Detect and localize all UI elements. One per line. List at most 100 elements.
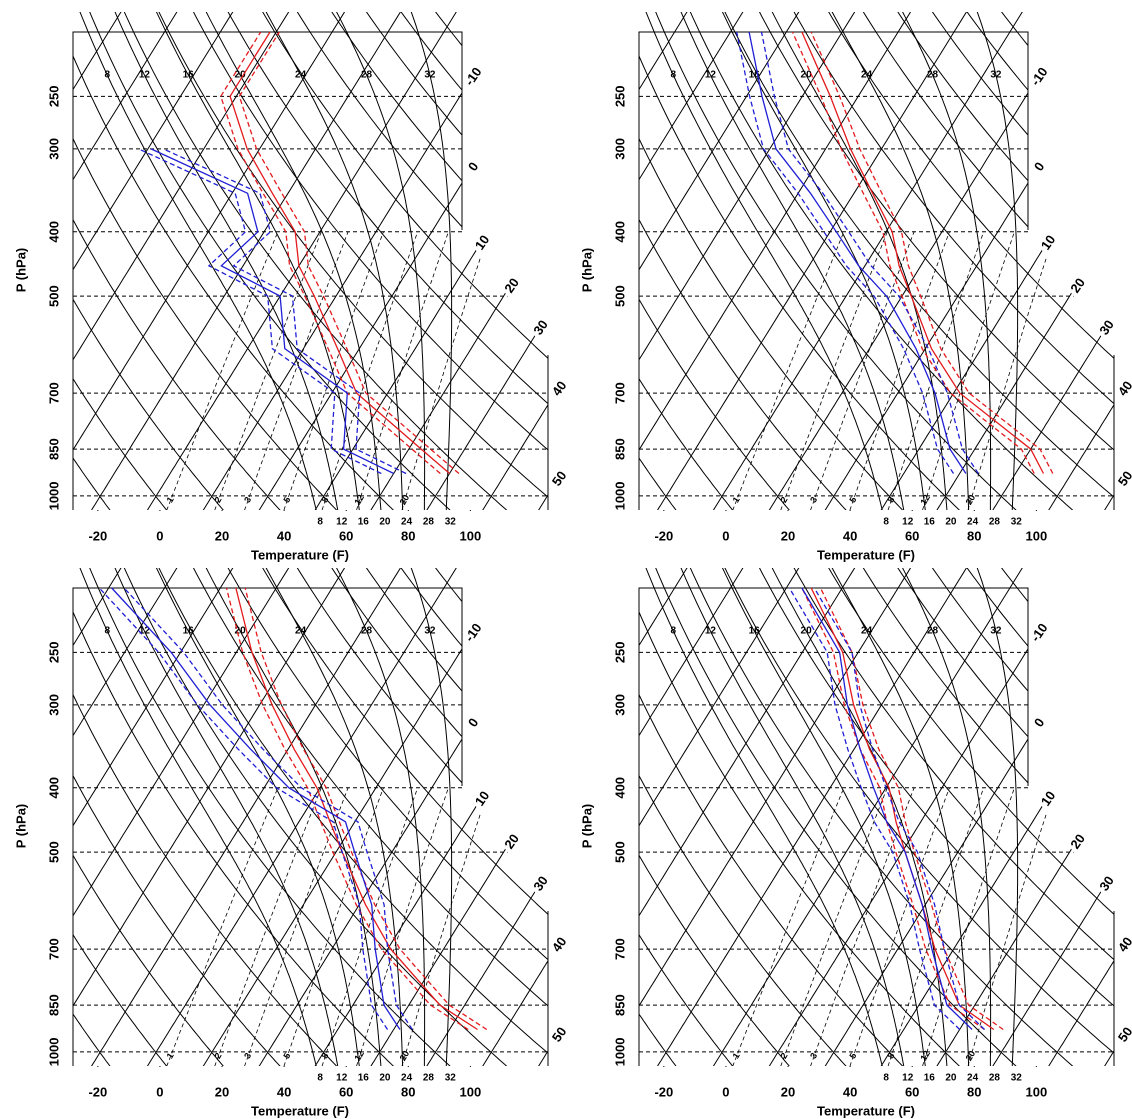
moist-label: 20	[379, 517, 391, 528]
moist-adiabat	[380, 12, 453, 510]
moist-adiabat	[946, 12, 1019, 510]
mixing-ratio-line	[883, 231, 985, 510]
moist-label: 24	[401, 1073, 413, 1084]
isotherm-label: 10	[1038, 788, 1059, 808]
top-label: 12	[139, 70, 151, 81]
y-tick-label: 400	[46, 777, 61, 799]
x-tick-label: 40	[277, 528, 291, 543]
moist-label: 16	[358, 1073, 370, 1084]
dry-adiabat	[1006, 568, 1114, 1066]
dry-adiabat	[639, 568, 917, 1066]
profile-line	[220, 31, 441, 474]
top-label: 8	[104, 626, 110, 637]
x-tick-label: 20	[215, 1084, 229, 1099]
dry-adiabat	[504, 568, 548, 1066]
dry-adiabat	[878, 568, 1114, 1066]
background-lines	[639, 12, 1114, 510]
profile-line	[123, 587, 413, 1030]
top-label: 16	[183, 70, 195, 81]
profile-line	[788, 587, 961, 1030]
mixing-ratio-line	[845, 231, 950, 510]
top-label: 20	[801, 70, 813, 81]
moist-adiabat	[793, 12, 970, 510]
isotherm	[362, 12, 548, 510]
dry-adiabat	[847, 568, 1114, 1066]
y-tick-label: 300	[46, 694, 61, 716]
isotherm-label: 40	[549, 378, 570, 398]
isotherm	[138, 568, 509, 1066]
mixing-ratio-line	[805, 231, 915, 510]
x-tick-label: -20	[88, 1084, 107, 1099]
dry-adiabat	[73, 12, 178, 510]
isotherm	[418, 12, 548, 510]
moist-adiabat	[380, 568, 453, 1066]
background-lines	[639, 568, 1114, 1066]
mixing-ratio-label: 20	[398, 1049, 412, 1063]
mixing-ratio-label: 1	[731, 495, 742, 504]
dry-adiabat	[639, 568, 744, 1066]
profile-line	[813, 587, 985, 1030]
isotherm	[704, 12, 1075, 510]
isotherm-label: 40	[1115, 934, 1132, 954]
dry-adiabat	[73, 568, 293, 1066]
dry-adiabat	[344, 12, 548, 510]
mixing-ratio-label: 20	[398, 493, 412, 507]
x-tick-label: 100	[1026, 528, 1048, 543]
isotherm-label: 0	[465, 159, 481, 174]
moist-label: 12	[336, 517, 348, 528]
x-tick-label: 20	[781, 1084, 795, 1099]
profile-line	[163, 148, 407, 475]
top-label: 12	[139, 626, 151, 637]
top-label: 24	[861, 626, 873, 637]
mixing-ratio-label: 1	[165, 1051, 176, 1060]
moist-adiabat	[946, 568, 1019, 1066]
dry-adiabat	[249, 12, 548, 510]
top-label: 24	[861, 70, 873, 81]
mixing-ratio-label: 2	[212, 495, 223, 504]
isotherm	[816, 568, 1114, 1066]
mixing-ratio-line	[918, 231, 1015, 510]
x-tick-label: 80	[401, 1084, 415, 1099]
top-label: 32	[424, 70, 436, 81]
dry-adiabat	[89, 12, 523, 510]
isotherm	[73, 568, 173, 1066]
isotherm-label: 30	[1096, 873, 1117, 893]
x-tick-label: 100	[460, 1084, 482, 1099]
moist-adiabat	[171, 12, 383, 510]
profile-line	[235, 587, 478, 1031]
top-label: 20	[801, 626, 813, 637]
mixing-ratio-line	[161, 787, 279, 1066]
isotherm	[639, 12, 907, 510]
dry-adiabat	[639, 568, 687, 1066]
dry-adiabat	[281, 568, 548, 1066]
isotherm-label: 40	[549, 934, 570, 954]
top-label: 24	[295, 626, 307, 637]
dry-adiabat	[664, 485, 1132, 1079]
isotherm-label: 40	[1115, 378, 1132, 398]
mixing-ratio-line	[352, 787, 449, 1066]
mixing-ratio-line	[209, 787, 322, 1066]
dry-adiabat	[639, 12, 1031, 510]
mixing-ratio-label: 8	[319, 495, 330, 504]
dry-adiabat	[73, 12, 236, 510]
mixing-ratio-line	[161, 231, 279, 510]
dry-adiabat	[639, 12, 802, 510]
isotherm-label: -10	[1028, 620, 1051, 644]
mixing-ratio-label: 8	[885, 495, 896, 504]
mixing-ratio-line	[963, 231, 1056, 510]
isotherm	[73, 568, 397, 1066]
mixing-ratio-line	[279, 231, 384, 510]
x-axis-title: Temperature (F)	[817, 1103, 915, 1118]
mixing-ratio-line	[845, 787, 950, 1066]
isotherm	[984, 568, 1114, 1066]
isotherm	[194, 568, 548, 1066]
isotherm	[639, 568, 795, 1066]
mixing-ratio-line	[239, 787, 349, 1066]
isotherm	[984, 12, 1114, 510]
dry-adiabat	[0, 0, 5, 523]
y-tick-label: 500	[612, 285, 627, 307]
top-label: 32	[424, 626, 436, 637]
dry-adiabat	[73, 568, 236, 1066]
moist-adiabat	[651, 12, 907, 510]
x-axis-title: Temperature (F)	[251, 547, 349, 562]
